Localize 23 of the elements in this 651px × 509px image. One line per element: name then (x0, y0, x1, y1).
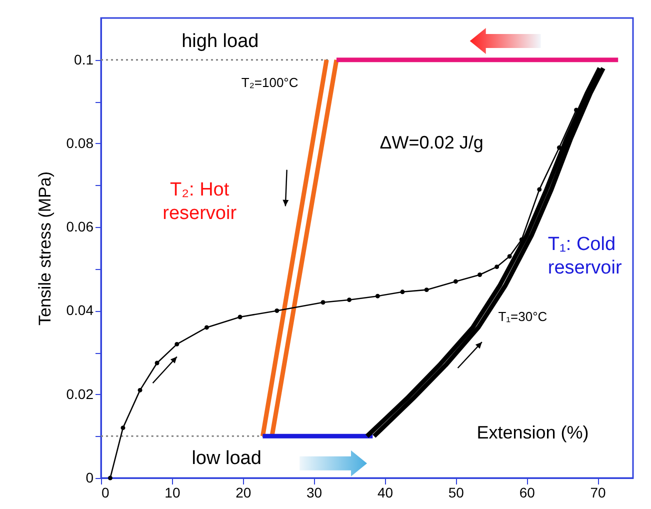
x-tick-label: 60 (519, 484, 536, 500)
x-tick-label: 20 (236, 484, 252, 500)
y-tick-label: 0 (86, 470, 94, 486)
y-tick-label: 0.08 (66, 134, 94, 151)
annotation: T₂=100°C (241, 74, 298, 90)
x-tick-label: 50 (448, 484, 464, 500)
annotation: T₂: Hot reservoir (162, 179, 238, 224)
x-tick-label: 10 (164, 484, 180, 500)
x-tick-label: 40 (377, 484, 394, 500)
y-tick-label: 0.1 (74, 51, 94, 68)
y-tick-label: 0.06 (66, 218, 94, 235)
y-tick-label: 0.04 (66, 302, 94, 318)
annotation: ΔW=0.02 J/g (380, 132, 484, 152)
annotation: T₁: Cold reservoir (548, 234, 622, 279)
x-tick-label: 70 (590, 484, 606, 500)
annotation: high load (182, 31, 259, 52)
x-tick-label: 30 (306, 484, 322, 500)
annotation: T₁=30°C (498, 309, 548, 324)
x-axis-title: Extension (%) (476, 422, 589, 442)
x-tick-label: 0 (102, 484, 110, 500)
annotation: low load (192, 448, 262, 469)
y-tick-label: 0.02 (66, 386, 94, 402)
y-axis-title: Tensile stress (MPa) (35, 172, 54, 326)
